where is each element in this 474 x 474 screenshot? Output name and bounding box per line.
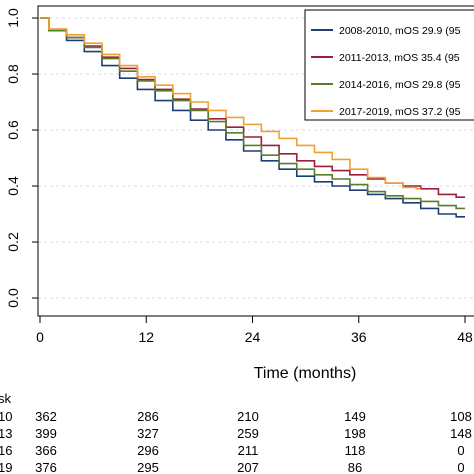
risk-cell: 198 <box>344 426 366 441</box>
x-axis-title: Time (months) <box>254 365 357 382</box>
risk-cell: 0 <box>457 443 464 458</box>
y-tick-label: 0.2 <box>5 232 21 252</box>
risk-row-label: 19 <box>0 460 12 474</box>
risk-row-label: 13 <box>0 426 12 441</box>
y-axis: 0.0 0.2 0.4 0.6 0.8 1.0 <box>5 8 38 308</box>
legend-label: 2017-2019, mOS 37.2 (95 <box>339 106 461 118</box>
plot-frame <box>37 5 474 317</box>
y-tick-label: 0.0 <box>5 288 21 308</box>
risk-cell: 259 <box>237 426 259 441</box>
x-tick-label: 36 <box>351 329 367 345</box>
risk-cell: 362 <box>35 409 57 424</box>
y-tick-label: 0.4 <box>5 176 21 196</box>
risk-cell: 207 <box>237 460 259 474</box>
risk-table: sk 10 362 286 210 149 108 13 399 327 259 198 148 16 36… <box>0 391 472 474</box>
risk-row-label: 16 <box>0 443 12 458</box>
x-tick-label: 0 <box>36 329 44 345</box>
legend-label: 2014-2016, mOS 29.8 (95 <box>339 79 461 91</box>
y-tick-label: 1.0 <box>5 8 21 28</box>
risk-table-header: sk <box>0 391 12 406</box>
risk-cell: 327 <box>137 426 159 441</box>
series-lines <box>40 17 465 218</box>
risk-cell: 366 <box>35 443 57 458</box>
legend-label: 2011-2013, mOS 35.4 (95 <box>339 52 460 64</box>
series-line-1 <box>40 17 465 218</box>
risk-cell: 286 <box>137 409 159 424</box>
legend: 2008-2010, mOS 29.9 (95 2011-2013, mOS 35… <box>304 9 474 121</box>
y-tick-label: 0.8 <box>5 64 21 84</box>
risk-cell: 295 <box>137 460 159 474</box>
legend-label: 2008-2010, mOS 29.9 (95 <box>339 25 461 37</box>
risk-cell: 296 <box>137 443 159 458</box>
risk-cell: 118 <box>345 443 366 458</box>
x-tick-label: 24 <box>245 329 261 345</box>
risk-cell: 149 <box>344 409 366 424</box>
x-tick-label: 48 <box>457 329 473 345</box>
risk-row-label: 10 <box>0 409 12 424</box>
risk-cell: 86 <box>348 460 362 474</box>
grid-lines <box>38 17 474 299</box>
x-axis: 0 12 24 36 48 <box>36 315 474 345</box>
y-tick-label: 0.6 <box>5 120 21 140</box>
risk-cell: 399 <box>35 426 57 441</box>
risk-cell: 0 <box>457 460 464 474</box>
risk-cell: 376 <box>35 460 57 474</box>
series-line-4 <box>40 17 421 190</box>
series-line-3 <box>40 17 465 210</box>
risk-cell: 108 <box>450 409 472 424</box>
risk-cell: 210 <box>237 409 259 424</box>
x-tick-label: 12 <box>138 329 154 345</box>
risk-cell: 148 <box>450 426 472 441</box>
legend-box <box>304 9 474 121</box>
risk-cell: 211 <box>238 443 259 458</box>
